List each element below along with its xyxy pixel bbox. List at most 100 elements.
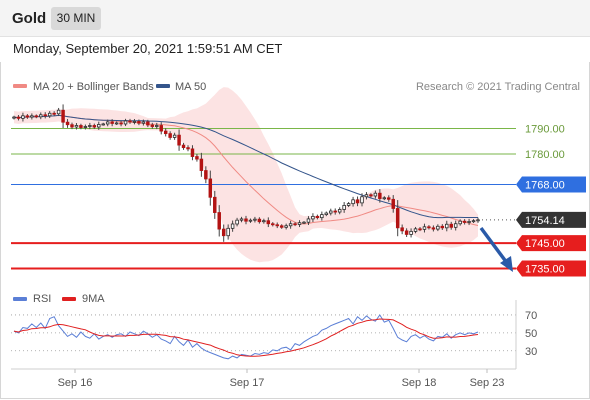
candle-body	[114, 122, 119, 125]
candle-body	[217, 212, 221, 230]
timeframe-button[interactable]: 30 MIN	[51, 7, 101, 30]
candle-body	[177, 134, 181, 146]
candle-body	[30, 115, 34, 118]
level-tag-1745.00	[516, 235, 586, 252]
candle-body	[43, 114, 47, 117]
candle-body	[333, 210, 337, 213]
candle-body	[337, 209, 342, 213]
candle-body	[449, 223, 453, 228]
candle-body	[324, 212, 329, 215]
candle-body	[172, 134, 177, 138]
candle-body	[235, 219, 239, 225]
x-axis: Sep 16 Sep 17 Sep 18 Sep 23	[58, 369, 504, 389]
legend-label-9ma: 9MA	[82, 293, 105, 305]
rsi-legend: RSI 9MA	[13, 293, 105, 305]
candle-body	[195, 156, 199, 160]
legend-label-ma50: MA 50	[175, 81, 206, 93]
legend-swatch-ma20	[13, 84, 27, 88]
candle-body	[65, 121, 70, 126]
candle-body	[186, 147, 190, 150]
candle-body	[52, 112, 56, 115]
candle-body	[16, 116, 21, 119]
legend-label-rsi: RSI	[33, 293, 51, 305]
candle-body	[61, 109, 65, 123]
candle-body	[436, 225, 440, 230]
candle-body	[70, 124, 74, 128]
rsi-level-label: 70	[525, 310, 537, 322]
candle-body	[150, 124, 155, 127]
candle-body	[132, 121, 137, 123]
candle-body	[163, 130, 168, 135]
forecast-arrow	[479, 226, 513, 272]
candle-body	[34, 115, 39, 118]
ma50-line	[13, 114, 478, 219]
candle-body	[369, 194, 373, 197]
candle-body	[244, 218, 248, 222]
level-label-1768.00: 1768.00	[525, 180, 565, 192]
candle-body	[128, 120, 132, 123]
candle-body	[364, 194, 369, 198]
candle-body	[382, 197, 387, 200]
candle-body	[137, 121, 141, 124]
candle-body	[311, 215, 315, 220]
candle-body	[168, 133, 172, 138]
candle-body	[56, 109, 61, 115]
candle-body	[226, 227, 230, 237]
x-tick-label: Sep 16	[58, 377, 93, 389]
candle-body	[79, 125, 83, 128]
candle-body	[159, 125, 163, 132]
candle-body	[329, 210, 333, 214]
candle-body	[342, 205, 346, 210]
candle-body	[141, 121, 146, 124]
top-bar: Gold 30 MIN	[0, 0, 590, 37]
candle-body	[155, 125, 159, 127]
rsi-panel: 70 50 30	[11, 310, 537, 360]
candle-body	[351, 199, 355, 205]
candle-body	[302, 221, 306, 224]
candle-body	[320, 214, 324, 219]
candle-body	[418, 228, 422, 231]
candle-body	[253, 218, 257, 221]
candle-body	[288, 223, 293, 227]
candle-body	[262, 220, 266, 223]
candle-body	[119, 122, 123, 125]
candle-body	[12, 116, 16, 119]
candle-body	[279, 225, 284, 228]
candle-body	[427, 226, 431, 229]
symbol-title: Gold	[12, 10, 47, 27]
legend-swatch-ma50	[156, 84, 170, 88]
candle-body	[413, 228, 418, 232]
candle-body	[123, 120, 128, 125]
current-price-tag	[516, 211, 586, 228]
candle-body	[476, 219, 480, 222]
x-tick-label: Sep 17	[230, 377, 265, 389]
chart-datetime: Monday, September 20, 2021 1:59:51 AM CE…	[13, 41, 283, 56]
candle-body	[355, 199, 360, 204]
candle-body	[360, 196, 364, 204]
candle-body	[306, 218, 311, 223]
rsi-9ma-line	[13, 318, 479, 357]
candle-body	[373, 192, 378, 197]
candle-body	[422, 226, 427, 230]
rsi-level-label: 30	[525, 346, 537, 358]
candle-body	[248, 219, 253, 222]
candle-body	[293, 223, 297, 226]
candle-body	[230, 223, 235, 229]
rsi-level-label: 50	[525, 328, 537, 340]
legend-swatch-rsi	[13, 297, 27, 301]
candle-body	[387, 197, 391, 200]
price-level-labels: 1790.00 1780.00 1768.00 1745.00 1735.00 1754.…	[516, 124, 586, 277]
candlesticks	[12, 104, 480, 242]
candle-body	[239, 218, 244, 221]
level-tag-1768.00	[516, 176, 586, 193]
candle-body	[83, 126, 88, 128]
level-label-1745.00: 1745.00	[525, 238, 565, 250]
candle-body	[395, 208, 400, 229]
candle-body	[440, 225, 445, 229]
candle-body	[257, 218, 262, 223]
candle-body	[88, 125, 92, 127]
candle-body	[404, 230, 409, 235]
candle-body	[271, 223, 275, 226]
candle-body	[400, 227, 404, 232]
